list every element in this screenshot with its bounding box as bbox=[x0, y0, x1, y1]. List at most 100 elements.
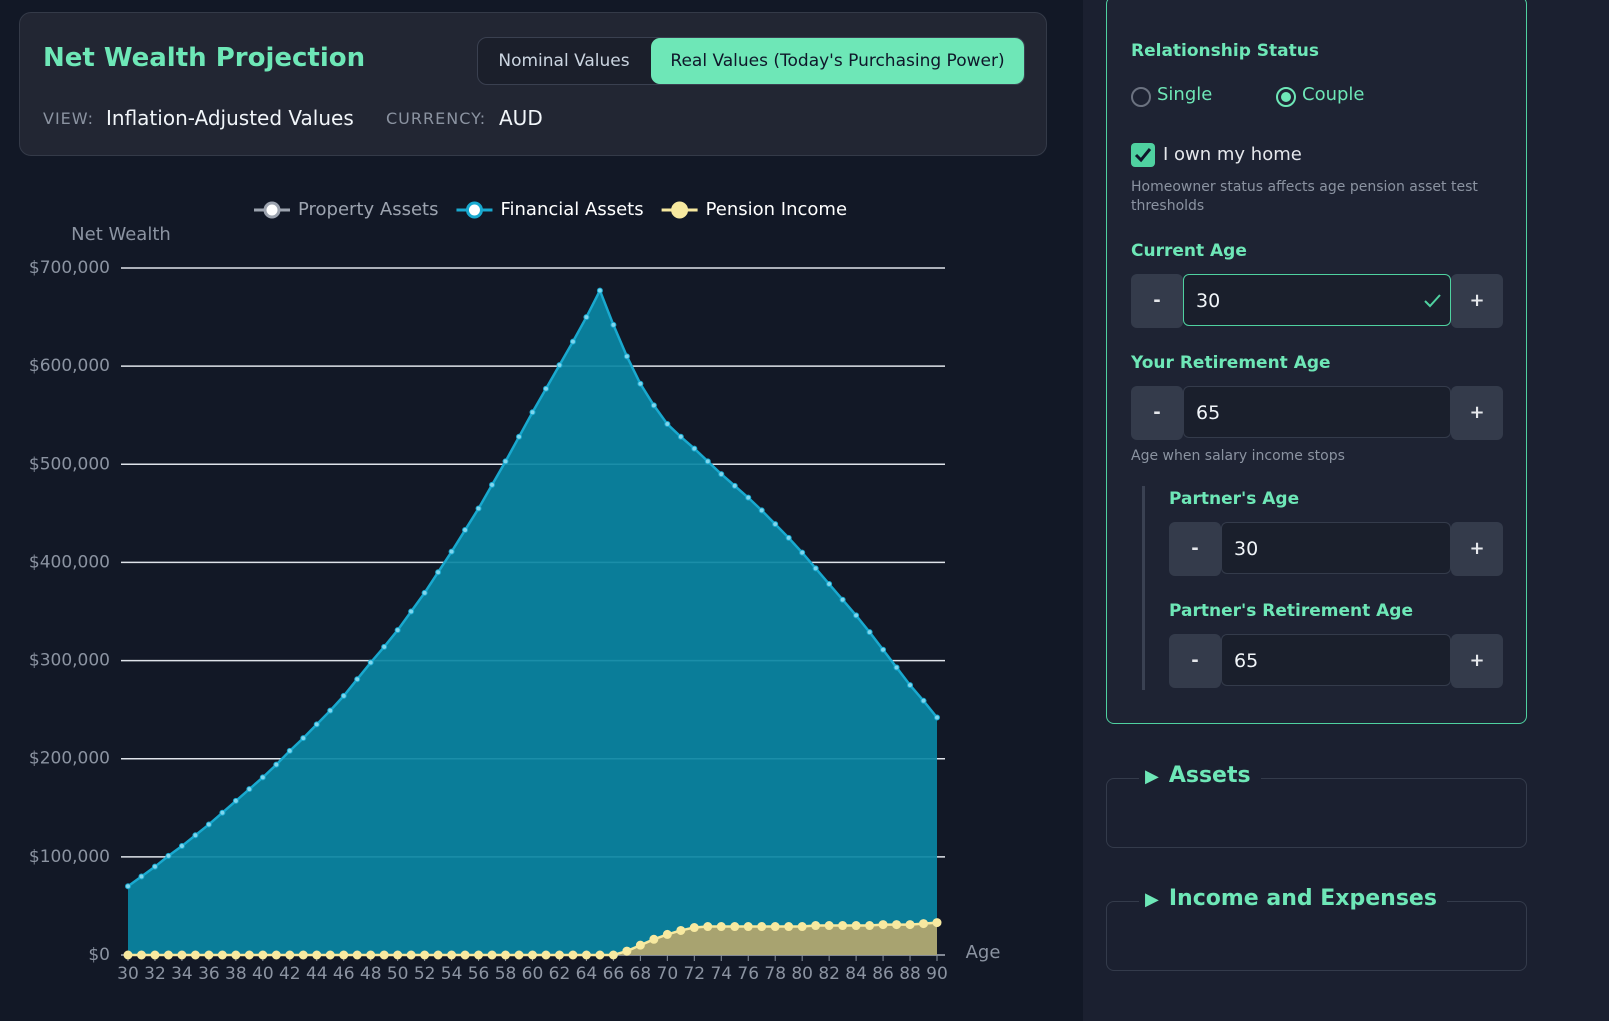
stepper: - 30 + bbox=[1131, 274, 1503, 328]
point bbox=[608, 950, 618, 960]
point bbox=[489, 481, 496, 488]
field-label: Relationship Status bbox=[1131, 41, 1319, 61]
minus-button[interactable]: - bbox=[1131, 274, 1183, 328]
checkbox[interactable] bbox=[1131, 143, 1155, 167]
point bbox=[556, 362, 563, 369]
valid-icon bbox=[1424, 294, 1441, 308]
legend-item[interactable]: Pension Income bbox=[661, 199, 847, 220]
x-tick-label: 40 bbox=[252, 964, 274, 984]
point bbox=[231, 950, 241, 960]
currency-label: CURRENCY: bbox=[386, 109, 487, 128]
legend-item[interactable]: Property Assets bbox=[254, 199, 438, 220]
view-value: Inflation-Adjusted Values bbox=[106, 106, 354, 130]
point bbox=[232, 797, 239, 804]
field-label: Partner's Retirement Age bbox=[1169, 601, 1413, 621]
input[interactable]: 65 bbox=[1183, 386, 1451, 438]
area-fill bbox=[128, 290, 937, 955]
point bbox=[569, 338, 576, 345]
section-name: Assets bbox=[1168, 763, 1251, 788]
x-tick-label: 54 bbox=[441, 964, 463, 984]
point bbox=[420, 950, 430, 960]
section-title[interactable]: ▶ Assets bbox=[1139, 763, 1261, 788]
point bbox=[583, 314, 590, 321]
input[interactable]: 30 bbox=[1221, 522, 1451, 574]
plus-button[interactable]: + bbox=[1451, 634, 1503, 688]
x-tick-label: 62 bbox=[549, 964, 571, 984]
point bbox=[853, 612, 860, 619]
point bbox=[650, 402, 657, 409]
radio[interactable] bbox=[1131, 87, 1151, 107]
point bbox=[812, 565, 819, 572]
plus-button[interactable]: + bbox=[1451, 274, 1503, 328]
point bbox=[758, 507, 765, 514]
point bbox=[838, 921, 848, 931]
point bbox=[259, 774, 266, 781]
minus-button[interactable]: - bbox=[1131, 386, 1183, 440]
x-tick-label: 84 bbox=[845, 964, 867, 984]
y-tick-label: $600,000 bbox=[29, 356, 110, 376]
point bbox=[772, 521, 779, 528]
header-card: Net Wealth Projection Nominal Values Rea… bbox=[19, 12, 1047, 156]
checkbox-label[interactable]: I own my home bbox=[1163, 144, 1302, 165]
point bbox=[554, 950, 564, 960]
x-tick-label: 74 bbox=[710, 964, 732, 984]
y-tick-label: $300,000 bbox=[29, 651, 110, 671]
x-tick-label: 90 bbox=[926, 964, 948, 984]
view-label: VIEW: bbox=[43, 109, 95, 128]
point bbox=[367, 659, 374, 666]
point bbox=[462, 527, 469, 534]
point bbox=[880, 646, 887, 653]
x-tick-label: 52 bbox=[414, 964, 436, 984]
title: Net Wealth Projection bbox=[43, 43, 366, 73]
point bbox=[379, 950, 389, 960]
point bbox=[529, 409, 536, 416]
point bbox=[502, 458, 509, 465]
toggle-button[interactable]: Nominal Values bbox=[498, 51, 630, 71]
point bbox=[460, 950, 470, 960]
point bbox=[138, 873, 145, 880]
point bbox=[568, 950, 578, 960]
point bbox=[300, 735, 307, 742]
point bbox=[151, 863, 158, 870]
point bbox=[528, 950, 537, 960]
radio-label[interactable]: Couple bbox=[1302, 84, 1365, 105]
field-label: Current Age bbox=[1131, 241, 1247, 261]
radio-label[interactable]: Single bbox=[1157, 84, 1213, 105]
point bbox=[163, 950, 173, 960]
toggle-button[interactable]: Real Values (Today's Purchasing Power) bbox=[651, 38, 1024, 84]
legend-label: Property Assets bbox=[298, 199, 438, 220]
point bbox=[596, 287, 603, 294]
y-tick-label: $400,000 bbox=[29, 552, 110, 572]
legend-item[interactable]: Financial Assets bbox=[456, 199, 644, 220]
x-tick-label: 42 bbox=[279, 964, 301, 984]
minus-button[interactable]: - bbox=[1169, 634, 1221, 688]
point bbox=[516, 433, 523, 440]
legend-marker bbox=[465, 201, 483, 219]
input[interactable]: 30 bbox=[1183, 274, 1451, 326]
section-title[interactable]: ▶ Income and Expenses bbox=[1139, 886, 1447, 911]
point bbox=[703, 922, 713, 932]
point bbox=[622, 946, 632, 956]
stepper: - 30 + bbox=[1169, 522, 1503, 576]
plus-button[interactable]: + bbox=[1451, 386, 1503, 440]
collapsed-section: ▶ Assets bbox=[1106, 763, 1527, 848]
point bbox=[123, 950, 133, 960]
plus-button[interactable]: + bbox=[1451, 522, 1503, 576]
point bbox=[501, 950, 511, 960]
radio[interactable] bbox=[1276, 87, 1296, 107]
point bbox=[676, 925, 686, 935]
point bbox=[581, 950, 591, 960]
point bbox=[339, 950, 349, 960]
point bbox=[637, 380, 644, 387]
input[interactable]: 65 bbox=[1221, 634, 1451, 686]
collapsed-section: ▶ Income and Expenses bbox=[1106, 886, 1527, 971]
x-tick-label: 86 bbox=[872, 964, 894, 984]
point bbox=[177, 950, 187, 960]
point bbox=[150, 950, 160, 960]
x-tick-label: 70 bbox=[657, 964, 679, 984]
point bbox=[541, 950, 551, 960]
point bbox=[447, 950, 457, 960]
point bbox=[312, 950, 322, 960]
minus-button[interactable]: - bbox=[1169, 522, 1221, 576]
